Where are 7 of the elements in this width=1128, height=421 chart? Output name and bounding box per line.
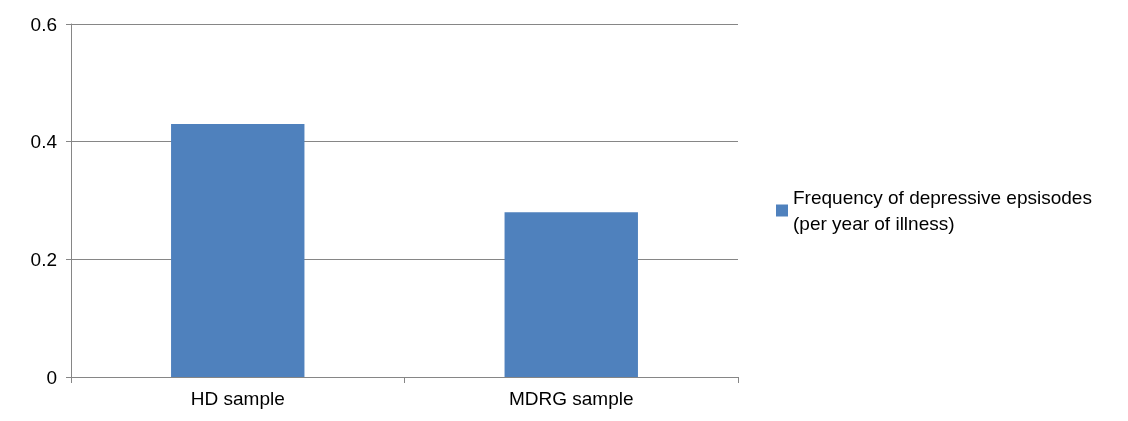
legend-label: Frequency of depressive epsisodes (per year of illness) (793, 187, 1098, 234)
x-tick-label: HD sample (190, 388, 285, 409)
y-tick-label: 0.6 (30, 13, 57, 35)
y-tick-label: 0.2 (30, 248, 57, 270)
x-tick-label: MDRG sample (508, 388, 634, 409)
y-tick-label: 0.4 (30, 131, 58, 153)
y-tick-label: 0 (46, 366, 57, 388)
